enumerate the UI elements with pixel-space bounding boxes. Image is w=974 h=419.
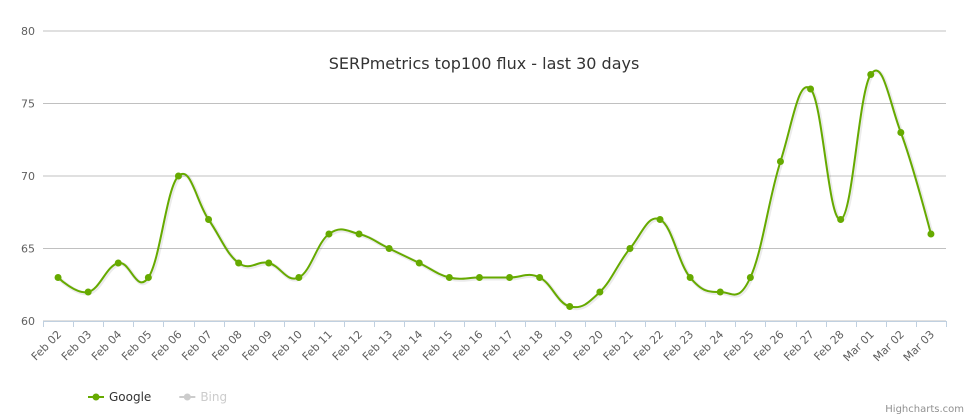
x-tick-label: Feb 10 [270,328,305,363]
x-tick-label: Feb 02 [29,328,64,363]
x-tick-label: Feb 12 [330,328,365,363]
point-marker[interactable] [596,288,604,296]
point-marker[interactable] [84,288,92,296]
x-tick-label: Feb 22 [631,328,666,363]
y-tick-label: 70 [21,170,35,183]
point-marker[interactable] [927,230,935,238]
x-tick-label: Feb 18 [510,328,545,363]
point-marker[interactable] [656,216,664,223]
legend-label[interactable]: Bing [200,390,227,404]
x-tick-label: Feb 27 [781,328,816,363]
x-tick-label: Feb 06 [149,328,184,363]
point-marker[interactable] [54,274,62,281]
x-tick-label: Feb 25 [721,328,756,363]
x-tick-label: Feb 23 [661,328,696,363]
chart-title: SERPmetrics top100 flux - last 30 days [329,54,640,73]
x-tick-label: Feb 13 [360,328,395,363]
point-marker[interactable] [506,274,514,281]
x-tick-label: Feb 07 [179,328,214,363]
x-tick-label: Feb 16 [450,328,485,363]
x-tick-label: Feb 21 [601,328,636,363]
point-marker[interactable] [235,259,243,267]
point-marker[interactable] [385,245,393,252]
legend-marker[interactable] [92,393,100,401]
x-tick-label: Feb 20 [571,328,606,363]
point-marker[interactable] [566,303,574,310]
x-tick-label: Feb 05 [119,328,154,363]
x-tick-label: Mar 01 [841,328,877,364]
x-tick-label: Mar 03 [901,328,937,364]
point-marker[interactable] [144,274,152,281]
point-marker[interactable] [265,259,273,267]
point-marker[interactable] [205,216,213,223]
legend-marker[interactable] [183,393,191,401]
y-tick-label: 65 [21,243,35,256]
point-marker[interactable] [746,274,754,281]
x-tick-label: Feb 19 [541,328,576,363]
x-tick-label: Feb 14 [390,328,425,363]
point-marker[interactable] [716,288,724,296]
line-shadow [57,69,934,311]
x-tick-label: Feb 08 [209,328,244,363]
x-tick-label: Feb 09 [240,328,275,363]
point-marker[interactable] [355,230,363,238]
x-tick-label: Feb 17 [480,328,515,363]
point-marker[interactable] [295,274,303,281]
x-tick-label: Feb 28 [811,328,846,363]
point-marker[interactable] [325,230,333,238]
x-tick-label: Feb 26 [751,328,786,363]
point-marker[interactable] [897,129,905,136]
x-tick-label: Feb 03 [59,328,94,363]
x-tick-label: Feb 15 [420,328,455,363]
point-marker[interactable] [807,85,815,93]
x-tick-label: Feb 24 [691,328,726,363]
point-marker[interactable] [174,172,182,180]
line [57,69,932,309]
point-marker[interactable] [837,216,845,223]
point-marker[interactable] [867,71,875,78]
x-tick-label: Mar 02 [871,328,907,364]
point-marker[interactable] [776,158,784,165]
y-tick-label: 80 [21,25,35,38]
point-marker[interactable] [536,274,544,281]
credits[interactable]: Highcharts.com [885,404,964,415]
point-marker[interactable] [114,259,122,267]
point-marker[interactable] [445,274,453,281]
point-marker[interactable] [686,274,694,281]
y-tick-label: 60 [21,315,35,328]
x-tick-label: Feb 11 [300,328,335,363]
x-tick-label: Feb 04 [89,328,124,363]
point-marker[interactable] [475,274,483,281]
point-marker[interactable] [415,259,423,267]
y-tick-label: 75 [21,98,35,111]
point-marker[interactable] [626,245,634,252]
legend-label[interactable]: Google [109,390,151,404]
